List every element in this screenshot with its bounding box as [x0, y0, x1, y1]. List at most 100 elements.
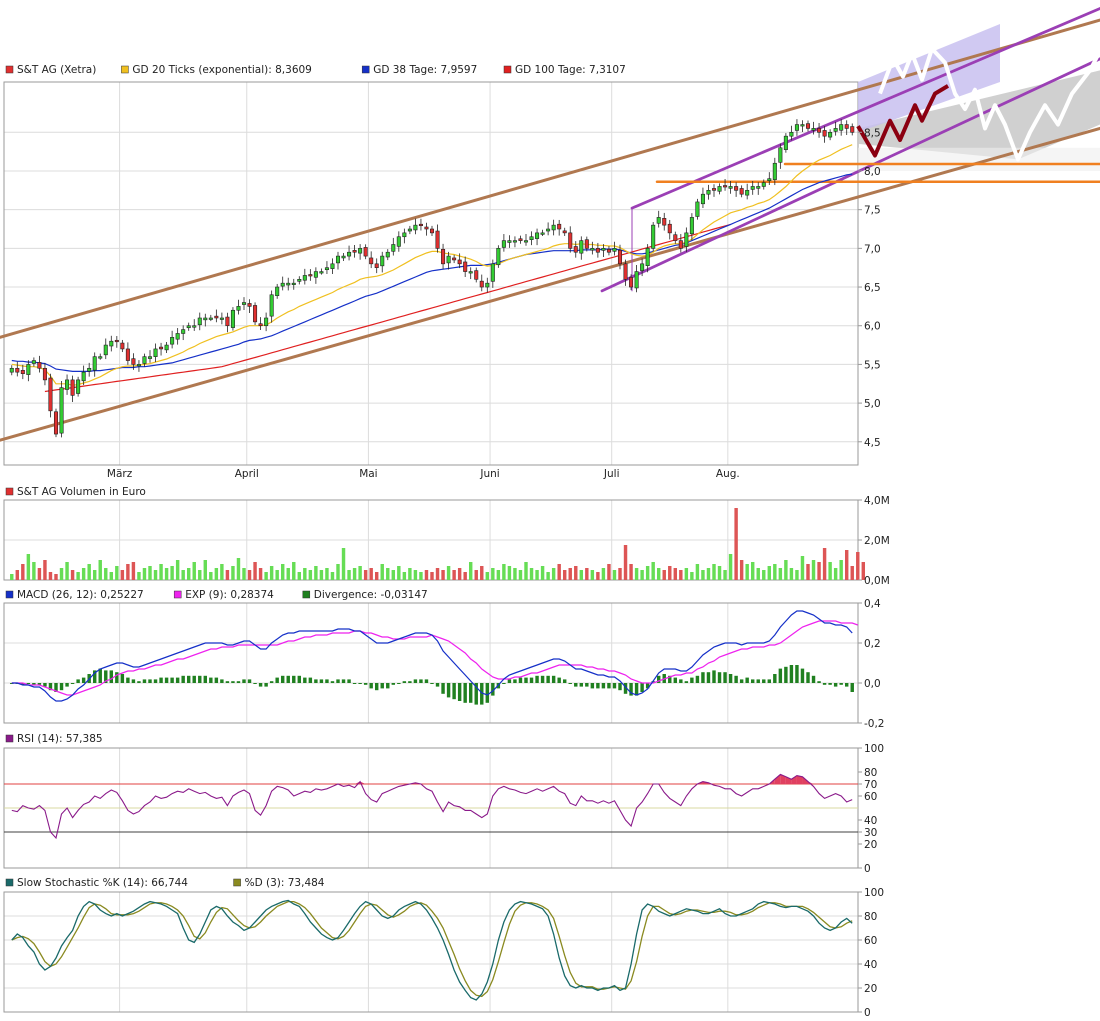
- candle-body: [629, 277, 634, 288]
- volume-bar: [446, 566, 451, 580]
- macd-hist-bar: [220, 679, 224, 683]
- candle-body: [623, 263, 628, 280]
- candle-body: [385, 251, 390, 258]
- candle-body: [76, 379, 81, 394]
- candle-body: [739, 188, 744, 195]
- volume-bar: [258, 568, 263, 580]
- rsi-overbought-area: [774, 774, 781, 784]
- macd-hist-bar: [369, 683, 373, 689]
- candle-body: [352, 250, 357, 253]
- macd-hist-bar: [734, 675, 738, 683]
- volume-bar: [186, 568, 191, 580]
- ma38-line: [11, 173, 853, 372]
- volume-bar: [408, 568, 412, 580]
- volume-bar: [612, 570, 617, 580]
- volume-bar: [330, 572, 335, 580]
- volume-bar: [209, 572, 213, 580]
- volume-bar: [32, 562, 36, 580]
- candle-body: [319, 271, 324, 274]
- candle-body: [114, 339, 119, 343]
- macd-hist-bar: [269, 681, 274, 683]
- volume-bar: [380, 564, 384, 580]
- candle-body: [236, 306, 241, 311]
- candle-body: [805, 123, 811, 129]
- y-tick-label: 40: [864, 959, 877, 971]
- candle-body: [828, 131, 833, 138]
- candle-body: [313, 271, 318, 278]
- macd-hist-bar: [640, 683, 644, 692]
- macd-hist-bar: [723, 672, 727, 683]
- macd-signal-line: [11, 620, 859, 696]
- macd-hist-bar: [590, 683, 595, 689]
- volume-bar: [264, 572, 268, 580]
- candle-body: [402, 232, 407, 238]
- volume-bar: [474, 570, 478, 580]
- stochastic-y-ticks: 0 20 40 60 80 100: [858, 887, 884, 1019]
- candle-body: [164, 344, 169, 351]
- macd-hist-bar: [784, 666, 788, 683]
- y-tick-label: 8,5: [864, 127, 881, 139]
- legend-swatch: [5, 487, 14, 496]
- macd-hist-bar: [115, 672, 119, 683]
- volume-bar: [850, 566, 854, 580]
- macd-hist-bar: [767, 679, 772, 683]
- volume-bar: [402, 572, 407, 580]
- candle-body: [136, 364, 141, 367]
- candle-body: [291, 282, 296, 285]
- candle-body: [81, 371, 86, 382]
- volume-bar: [269, 566, 274, 580]
- legend-label: Slow Stochastic %K (14): 66,744: [17, 877, 188, 889]
- volume-bar: [684, 568, 689, 580]
- macd-hist-bar: [336, 679, 340, 683]
- candle-body: [612, 248, 617, 252]
- macd-hist-bar: [374, 683, 379, 691]
- candle-body: [833, 128, 838, 132]
- candle-body: [551, 224, 556, 231]
- macd-hist-bar: [280, 675, 285, 683]
- macd-hist-bar: [668, 675, 672, 683]
- candle-body: [15, 367, 20, 373]
- volume-bar: [562, 570, 567, 580]
- candle-body: [684, 232, 689, 247]
- volume-bar: [115, 566, 119, 580]
- candle-body: [546, 228, 551, 232]
- volume-bar: [839, 560, 843, 580]
- macd-hist-bar: [463, 683, 467, 703]
- volume-bar: [607, 564, 611, 580]
- volume-bar: [225, 570, 230, 580]
- volume-bar: [518, 570, 523, 580]
- candle-body: [424, 226, 429, 230]
- candle-body: [125, 348, 130, 361]
- volume-bar: [668, 566, 672, 580]
- stochastic-lines: [11, 899, 853, 1001]
- candle-body: [667, 223, 672, 234]
- volume-bar: [551, 568, 556, 580]
- channel-upper-line: [630, 7, 1100, 210]
- macd-hist-bar: [811, 675, 816, 683]
- volume-bar: [856, 552, 860, 580]
- volume-bar: [424, 570, 429, 580]
- volume-bar: [242, 568, 246, 580]
- legend-label: GD 100 Tage: 7,3107: [515, 64, 626, 76]
- volume-legend: S&T AG Volumen in Euro: [5, 486, 146, 498]
- candle-body: [700, 193, 705, 205]
- volume-bar: [358, 566, 362, 580]
- price-y-ticks: 4,5 5,0 5,5 6,0 6,5 7,0 7,5 8,0 8,5: [858, 127, 881, 449]
- y-tick-label: 0,0: [864, 678, 881, 690]
- macd-hist-bar: [402, 681, 407, 683]
- volume-bar: [76, 572, 80, 580]
- macd-hist-bar: [457, 683, 462, 701]
- legend-swatch: [5, 590, 14, 599]
- macd-hist-bar: [319, 679, 324, 683]
- candle-body: [26, 364, 31, 375]
- candle-body: [479, 280, 484, 288]
- macd-hist-bar: [424, 679, 429, 683]
- legend-label: Divergence: -0,03147: [314, 589, 428, 601]
- macd-hist-bar: [253, 683, 257, 684]
- macd-hist-bar: [76, 679, 80, 683]
- candle-body: [192, 325, 197, 328]
- legend-swatch: [121, 65, 129, 74]
- volume-bar: [806, 564, 810, 580]
- panel-frame: [3, 891, 859, 1013]
- stoch-k-line: [11, 899, 853, 1001]
